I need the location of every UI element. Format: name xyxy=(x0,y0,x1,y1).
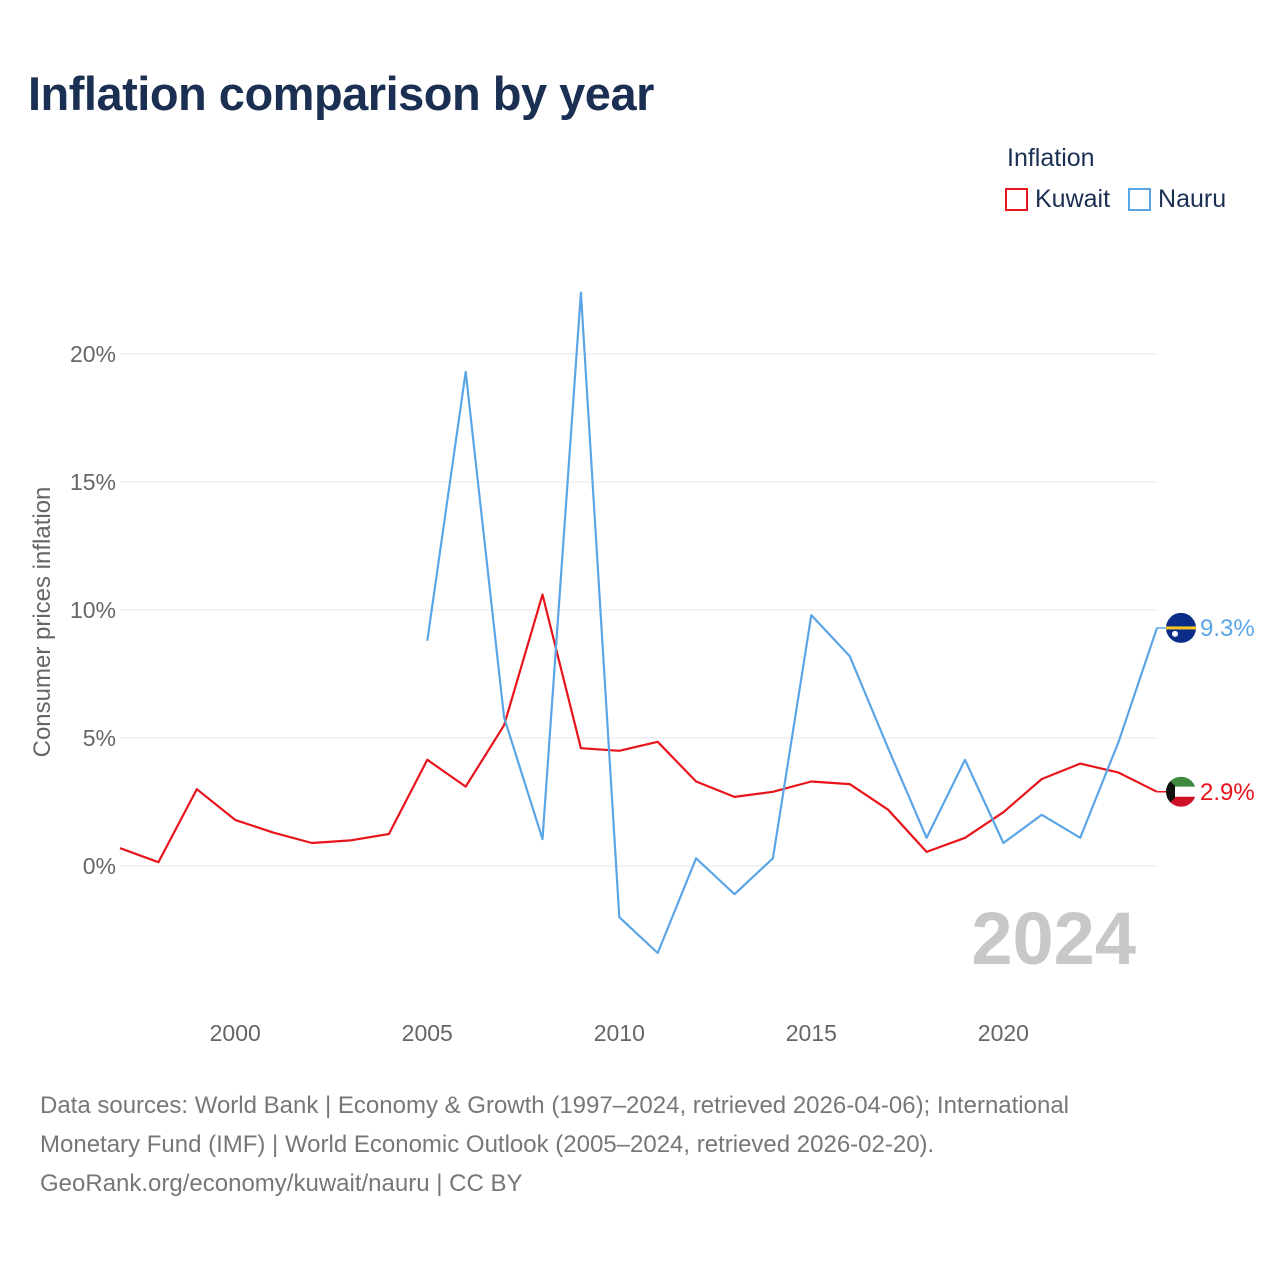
data-point-kuwait[interactable] xyxy=(615,747,623,755)
series-line-kuwait xyxy=(119,593,1158,864)
data-point-nauru[interactable] xyxy=(769,854,777,862)
data-point-nauru[interactable] xyxy=(846,652,854,660)
data-point-kuwait[interactable] xyxy=(1038,775,1046,783)
footer-line-1: Data sources: World Bank | Economy & Gro… xyxy=(40,1092,1070,1119)
y-tick-label: 15% xyxy=(70,469,116,495)
data-point-kuwait[interactable] xyxy=(231,816,239,824)
data-point-nauru[interactable] xyxy=(654,949,662,957)
footer-line-3[interactable]: GeoRank.org/economy/kuwait/nauru | CC BY xyxy=(40,1170,523,1197)
y-tick-label: 0% xyxy=(83,853,116,879)
footer-line-2: Monetary Fund (IMF) | World Economic Out… xyxy=(40,1131,935,1158)
data-point-kuwait[interactable] xyxy=(999,808,1007,816)
legend: Kuwait Nauru xyxy=(1005,185,1226,214)
data-point-kuwait[interactable] xyxy=(1076,760,1084,768)
data-point-kuwait[interactable] xyxy=(884,806,892,814)
x-tick-label: 2015 xyxy=(786,1020,837,1046)
x-axis-ticks: 2000 2005 2010 2015 2020 xyxy=(210,1020,1029,1046)
data-point-nauru[interactable] xyxy=(577,289,585,297)
data-source-footer: Data sources: World Bank | Economy & Gro… xyxy=(40,1086,1240,1203)
nauru-flag-icon xyxy=(1166,612,1196,643)
legend-item-kuwait[interactable]: Kuwait xyxy=(1005,185,1110,214)
end-markers: 2.9% 9.3% xyxy=(1157,612,1255,807)
data-point-kuwait[interactable] xyxy=(116,844,124,852)
legend-swatch-kuwait xyxy=(1005,188,1028,211)
data-point-kuwait[interactable] xyxy=(423,756,431,764)
data-point-kuwait[interactable] xyxy=(270,829,278,837)
data-point-kuwait[interactable] xyxy=(692,778,700,786)
data-point-nauru[interactable] xyxy=(923,834,931,842)
data-point-kuwait[interactable] xyxy=(462,783,470,791)
data-point-kuwait[interactable] xyxy=(308,839,316,847)
data-point-kuwait[interactable] xyxy=(154,858,162,866)
legend-swatch-nauru xyxy=(1128,188,1152,211)
legend-item-nauru[interactable]: Nauru xyxy=(1128,185,1226,214)
data-point-kuwait[interactable] xyxy=(846,780,854,788)
data-point-nauru[interactable] xyxy=(884,744,892,752)
grid-lines xyxy=(120,353,1157,867)
data-point-nauru[interactable] xyxy=(999,839,1007,847)
x-tick-label: 2000 xyxy=(210,1020,261,1046)
data-point-kuwait[interactable] xyxy=(769,788,777,796)
data-point-kuwait[interactable] xyxy=(731,793,739,801)
y-tick-label: 5% xyxy=(83,725,116,751)
data-point-kuwait[interactable] xyxy=(1115,769,1123,777)
data-point-nauru[interactable] xyxy=(538,835,546,843)
data-point-nauru[interactable] xyxy=(807,611,815,619)
data-point-kuwait[interactable] xyxy=(346,836,354,844)
legend-title: Inflation xyxy=(1007,144,1095,172)
data-point-nauru[interactable] xyxy=(692,854,700,862)
data-point-nauru[interactable] xyxy=(423,637,431,645)
data-point-nauru[interactable] xyxy=(1076,834,1084,842)
y-axis-label: Consumer prices inflation xyxy=(29,487,56,758)
y-tick-label: 20% xyxy=(70,341,116,367)
end-value-label-nauru: 9.3% xyxy=(1200,615,1255,642)
y-tick-label: 10% xyxy=(70,597,116,623)
data-point-nauru[interactable] xyxy=(615,913,623,921)
data-point-kuwait[interactable] xyxy=(577,744,585,752)
data-point-kuwait[interactable] xyxy=(193,785,201,793)
series-line-nauru xyxy=(426,291,1159,955)
data-point-nauru[interactable] xyxy=(731,890,739,898)
x-tick-label: 2010 xyxy=(594,1020,645,1046)
data-point-kuwait[interactable] xyxy=(385,830,393,838)
legend-label-nauru: Nauru xyxy=(1158,185,1227,213)
data-point-nauru[interactable] xyxy=(961,756,969,764)
x-tick-label: 2005 xyxy=(402,1020,453,1046)
data-point-kuwait[interactable] xyxy=(923,848,931,856)
year-watermark: 2024 xyxy=(971,897,1136,980)
data-point-nauru[interactable] xyxy=(1038,811,1046,819)
data-point-kuwait[interactable] xyxy=(654,738,662,746)
chart-title: Inflation comparison by year xyxy=(28,67,654,120)
data-point-nauru[interactable] xyxy=(1115,738,1123,746)
data-point-kuwait[interactable] xyxy=(538,591,546,599)
y-axis-ticks: 0% 5% 10% 15% 20% xyxy=(70,341,116,879)
data-point-nauru[interactable] xyxy=(462,368,470,376)
x-tick-label: 2020 xyxy=(978,1020,1029,1046)
data-point-kuwait[interactable] xyxy=(807,778,815,786)
line-chart: 0% 5% 10% 15% 20% 2000 2005 2010 2015 2020 Consu… xyxy=(29,289,1255,1046)
end-value-label-kuwait: 2.9% xyxy=(1200,779,1255,806)
data-point-kuwait[interactable] xyxy=(961,834,969,842)
kuwait-flag-icon xyxy=(1166,776,1196,807)
legend-label-kuwait: Kuwait xyxy=(1035,185,1111,213)
series-lines xyxy=(116,289,1159,957)
data-point-nauru[interactable] xyxy=(500,714,508,722)
